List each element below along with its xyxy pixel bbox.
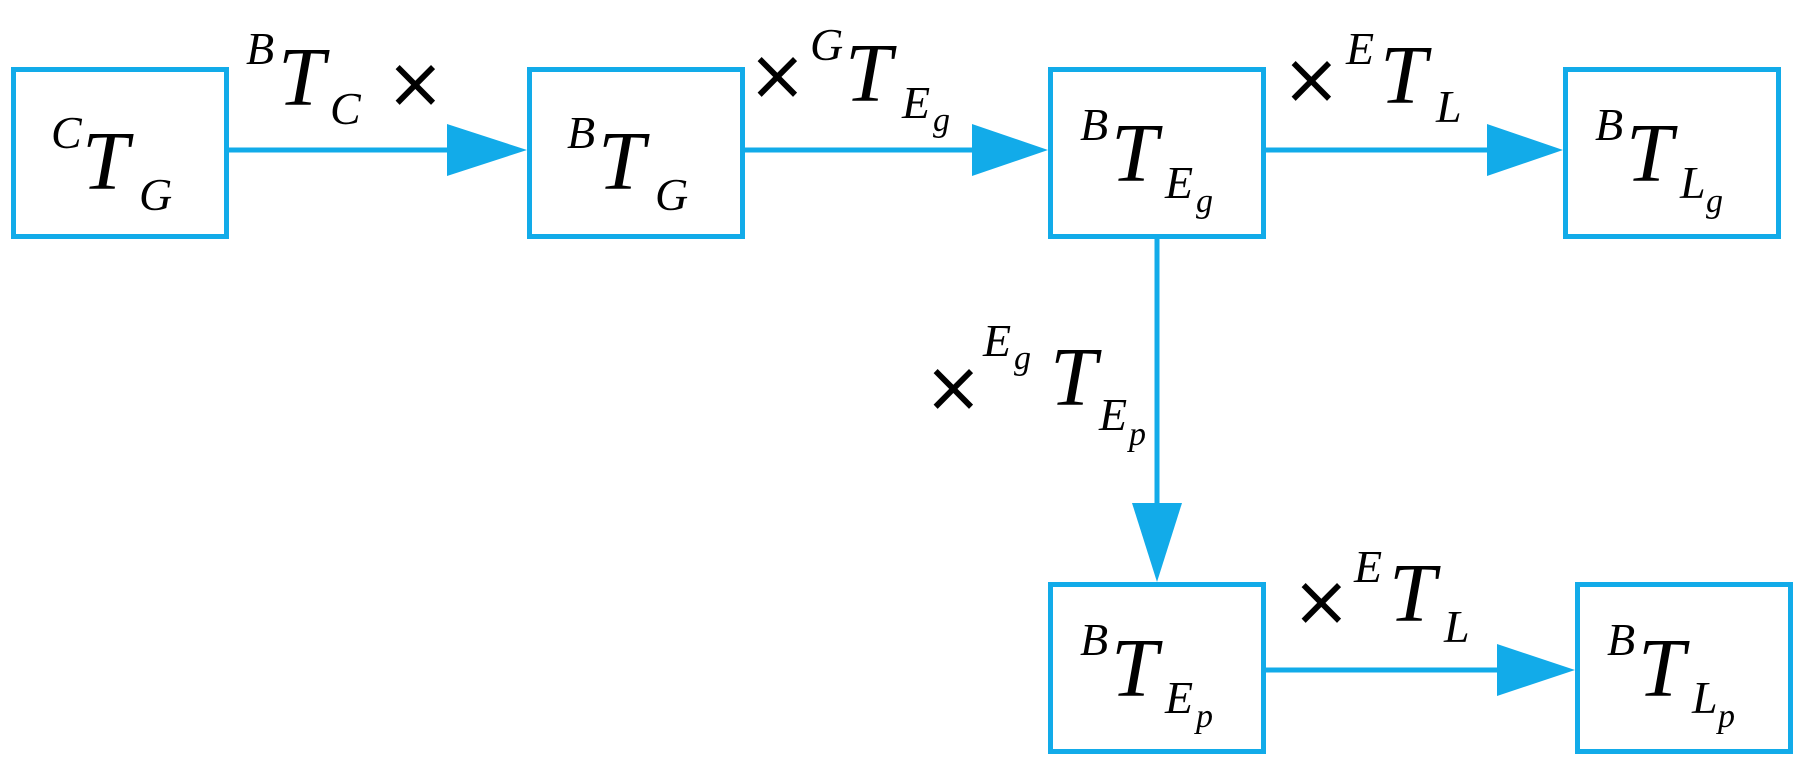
edge-label-bteg-btlg-times-icon: × (1282, 44, 1341, 114)
box-c-t-g-prescript: C (51, 110, 82, 156)
arrow-head-btep-btlp (1497, 644, 1575, 696)
box-b-t-eg-subscript: E (1165, 160, 1193, 206)
edge-label-btep-btlp-times-icon: × (1292, 566, 1351, 636)
edge-label-btep-btlp-subscript: L (1444, 604, 1470, 650)
edge-label-bteg-btlg-subscript: L (1436, 84, 1462, 130)
arrow-head-btg-bteg (972, 124, 1048, 176)
box-b-t-lp-symbol: T (1638, 627, 1685, 711)
box-c-t-g: C T G (11, 67, 229, 239)
edge-label-ctg-btg-times-icon: × (386, 48, 445, 118)
edge-label-bteg-btlg-symbol: T (1380, 34, 1427, 118)
box-b-t-ep-subscript: E (1165, 675, 1193, 721)
edge-label-ctg-btg-subscript: C (330, 86, 361, 132)
edge-label-bteg-btep-subscript: E (1099, 392, 1127, 438)
arrow-head-bteg-btlg (1487, 124, 1563, 176)
box-b-t-lp-prescript: B (1607, 617, 1635, 663)
box-c-t-g-subscript: G (139, 172, 172, 218)
box-b-t-lg: B T L g (1563, 67, 1781, 239)
box-b-t-lp-subscript: L (1692, 675, 1718, 721)
box-c-t-g-symbol: T (82, 120, 129, 204)
box-b-t-ep: B T E p (1048, 582, 1266, 754)
box-b-t-lg-subscript: L (1680, 160, 1706, 206)
edge-label-btep-btlp-prescript: E (1354, 544, 1382, 590)
edge-label-btg-bteg-symbol: T (845, 32, 892, 116)
edge-label-btg-bteg-prescript: G (810, 22, 843, 68)
edge-label-bteg-btep-prescript-sub: g (1014, 342, 1031, 376)
box-b-t-ep-prescript: B (1080, 617, 1108, 663)
edge-label-bteg-btep-subsubscript: p (1129, 418, 1146, 452)
box-b-t-ep-subsubscript: p (1196, 700, 1213, 734)
box-b-t-ep-symbol: T (1111, 627, 1158, 711)
box-b-t-eg-symbol: T (1111, 112, 1158, 196)
edge-label-ctg-btg-symbol: T (278, 36, 325, 120)
edge-label-bteg-btlg-prescript: E (1346, 26, 1374, 72)
box-b-t-g-subscript: G (655, 172, 688, 218)
box-b-t-lg-prescript: B (1595, 102, 1623, 148)
box-b-t-lg-symbol: T (1626, 112, 1673, 196)
edge-label-bteg-btep-times-icon: × (924, 352, 983, 422)
box-b-t-g-symbol: T (598, 120, 645, 204)
arrow-head-ctg-btg (447, 124, 527, 176)
edge-label-btep-btlp-symbol: T (1389, 552, 1436, 636)
box-b-t-lg-subsubscript: g (1706, 185, 1723, 219)
edge-label-ctg-btg-prescript: B (246, 26, 274, 72)
box-b-t-g-prescript: B (567, 110, 595, 156)
edge-label-bteg-btep-prescript: E (983, 318, 1011, 364)
box-b-t-eg: B T E g (1048, 67, 1266, 239)
box-b-t-eg-prescript: B (1080, 102, 1108, 148)
arrow-head-bteg-btep (1132, 503, 1182, 582)
box-b-t-lp-subsubscript: p (1718, 700, 1735, 734)
box-b-t-eg-subsubscript: g (1196, 185, 1213, 219)
box-b-t-lp: B T L p (1575, 582, 1793, 754)
edge-label-btg-bteg-subsubscript: g (933, 104, 950, 138)
edge-label-bteg-btep-symbol: T (1050, 336, 1097, 420)
edge-label-btg-bteg-subscript: E (902, 80, 930, 126)
edge-label-btg-bteg-times-icon: × (748, 40, 807, 110)
box-b-t-g: B T G (527, 67, 745, 239)
